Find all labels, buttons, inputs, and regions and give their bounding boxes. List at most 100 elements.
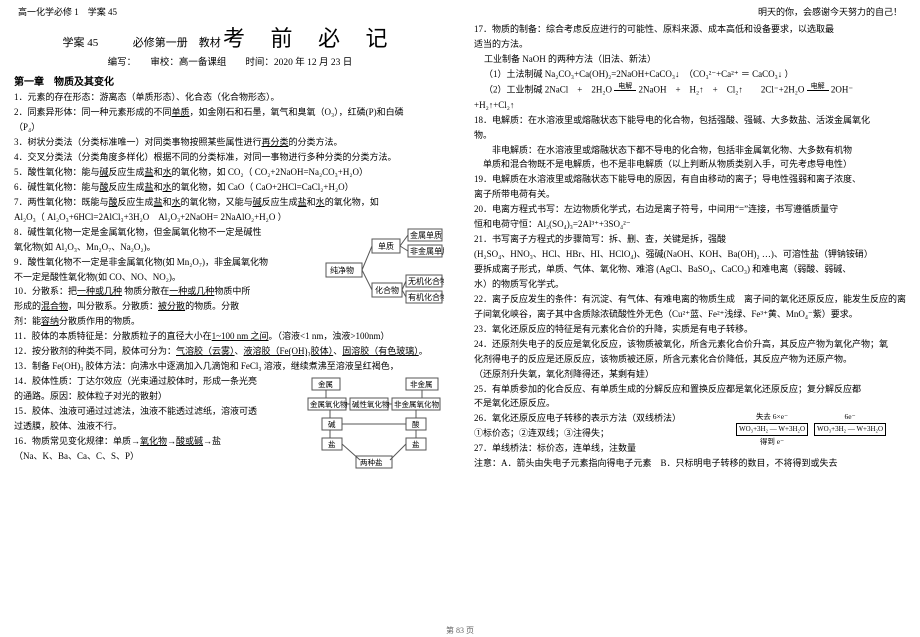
header-right: 明天的你，会感谢今天努力的自己！ — [758, 6, 902, 20]
r20b: 恒和电荷守恒：Al₂(SO₄)₃=2Al³⁺+3SO₄²⁻ — [474, 218, 906, 232]
r21d: 水）的物质写化学式。 — [474, 278, 906, 292]
item-2: 2．同素异形体：同一种元素形成的不同单质，如金刚石和石墨，氧气和臭氧（O₃），红… — [14, 106, 446, 120]
t: 7．两性氧化物：既能与 — [14, 197, 109, 207]
u: 盐 — [145, 167, 154, 177]
r17b: 适当的方法。 — [474, 38, 906, 52]
r18c: 非电解质：在水溶液里或熔融状态下都不导电的化合物，包括非金属氧化物、大多数有机物 — [474, 144, 906, 158]
u: 气溶胶（云雾） — [176, 346, 235, 356]
r24c: （还原剂升失氧，氧化剂降得还，某剩有娃） — [474, 368, 906, 382]
electrolysis-arrow-1: 电解 — [614, 83, 636, 98]
u: 碱 — [253, 197, 262, 207]
page-footer: 第 83 页 — [0, 625, 920, 637]
t: 和 — [307, 197, 316, 207]
diagram-svg: 纯净物 单质 金属单质 非金属单质 化合物 无机化合物 有机化合物 — [324, 225, 444, 321]
t: 物质分散在 — [122, 286, 169, 296]
r20: 20．电离方程式书写：左边物质化学式，右边是离子符号，中间用“=”连接，书写遵循… — [474, 203, 906, 217]
t: 剂：能 — [14, 316, 41, 326]
u: 碱 — [100, 167, 109, 177]
r17e: （2）工业制碱 2NaCl + 2H₂O 电解 2NaOH + H₂↑ + Cl… — [474, 83, 906, 98]
svg-text:非金属单质: 非金属单质 — [410, 246, 444, 256]
svg-text:有机化合物: 有机化合物 — [408, 292, 444, 302]
left-column: 高一化学必修 1 学案 45 学案 45 必修第一册 教材 考 前 必 记 编写… — [0, 0, 460, 637]
svg-text:碱: 碱 — [328, 420, 336, 429]
t: → — [167, 436, 176, 446]
r24: 24．还原剂失电子的反应是氧化反应，该物质被氧化，所含元素化合价升高，其反应产物… — [474, 338, 906, 352]
diagram-double-bridge: 失去 6×e⁻ WO₃+3H₂ — W+3H₂O 得到 e⁻ 6e⁻ WO₃+3… — [736, 411, 906, 447]
svg-text:非金属: 非金属 — [410, 379, 433, 389]
t: 3．树状分类法（分类标准唯一）对同类事物按照某些属性进行 — [14, 137, 262, 147]
svg-text:金属: 金属 — [318, 379, 333, 389]
header-row-left: 高一化学必修 1 学案 45 — [14, 6, 446, 22]
electrolysis-arrow-2: 电解 — [807, 83, 829, 98]
u: 盐 — [298, 197, 307, 207]
u: 酸 — [100, 182, 109, 192]
u: 一种或几种 — [77, 286, 122, 296]
t: （2）工业制碱 2NaCl + 2H₂O — [484, 84, 614, 94]
item-7: 7．两性氧化物：既能与酸反应生成盐和水的氧化物，又能与碱反应生成盐和水的氧化物，… — [14, 196, 446, 210]
bridge-get: 得到 e⁻ — [736, 436, 808, 448]
item-5: 5．酸性氧化物：能与碱反应生成盐和水的氧化物，如 CO₂（ CO₂+2NaOH=… — [14, 166, 446, 180]
u: 被分散 — [158, 301, 185, 311]
svg-text:非金属氧化物: 非金属氧化物 — [394, 399, 439, 409]
t: 、 — [333, 346, 342, 356]
r18d: 单质和混合物既不是电解质，也不是非电解质（以上判断从物质类别入手，可先考虑导电性… — [474, 158, 906, 172]
t: 6．碱性氧化物：能与 — [14, 182, 100, 192]
header-left: 高一化学必修 1 学案 45 — [18, 6, 117, 20]
bridge-eq-2: WO₃+3H₂ — W+3H₂O — [814, 423, 886, 436]
bridge-n: 6e⁻ — [814, 411, 886, 423]
r27b: 注意：A．箭头由失电子元素指向得电子元素 B．只标明电子转移的数目，不将得到或失… — [474, 457, 906, 471]
r18: 18．电解质：在水溶液里或熔融状态下能导电的化合物，包括强酸、强碱、大多数盐、活… — [474, 114, 906, 128]
t: 分散质作用的物质。 — [59, 316, 140, 326]
diagram2-svg: 金属 非金属 金属氧化物 碱性氧化物 非金属氧化物 碱 酸 盐 盐 两种盐 — [306, 374, 444, 474]
t: 5．酸性氧化物：能与 — [14, 167, 100, 177]
t: 反应生成 — [118, 197, 154, 207]
t: 、 — [235, 346, 244, 356]
right-column: 明天的你，会感谢今天努力的自己！ 17．物质的制备：综合考虑反应进行的可能性、原… — [460, 0, 920, 637]
r21b: (H₂SO₄、HNO₃、HCl、HBr、HI、HClO₄)、强碱(NaOH、KO… — [474, 248, 906, 262]
r19: 19．电解质在水溶液里或熔融状态下能导电的原因，有自由移动的离子；导电性强弱和离… — [474, 173, 906, 187]
r21: 21．书写离子方程式的步骤简写：拆、删、查，关键是拆，强酸 — [474, 233, 906, 247]
u: 水 — [316, 197, 325, 207]
diagram-classification: 纯净物 单质 金属单质 非金属单质 化合物 无机化合物 有机化合物 — [324, 225, 446, 326]
u: 水 — [163, 167, 172, 177]
svg-text:金属氧化物: 金属氧化物 — [310, 399, 348, 409]
u: 盐 — [154, 197, 163, 207]
t: 的分类方法。 — [289, 137, 343, 147]
t: 。（溶液<1 nm，浊液>100nm） — [269, 331, 390, 341]
r17d: （1）土法制碱 Na₂CO₃+Ca(OH)₂=2NaOH+CaCO₃↓ （CO₃… — [474, 68, 906, 82]
item-4: 4．交叉分类法（分类角度多样化）根据不同的分类标准，对同一事物进行多种分类的分类… — [14, 151, 446, 165]
title-prefix: 学案 45 — [62, 37, 98, 49]
svg-text:酸: 酸 — [412, 419, 420, 429]
bridge-eq-1: WO₃+3H₂ — W+3H₂O — [736, 423, 808, 436]
t: 物质中所 — [214, 286, 250, 296]
t: 和 — [154, 182, 163, 192]
t: 的氧化物，如 CaO（ CaO+2HCl=CaCl₂+H₂O） — [172, 182, 354, 192]
u: 氧化物 — [140, 436, 167, 446]
u: 液溶胶（Fe(OH)₃胶体） — [244, 346, 334, 356]
item-11: 11．胶体的本质特征是：分散质粒子的直径大小在1~100 nm 之间。（溶液<1… — [14, 330, 446, 344]
svg-text:金属单质: 金属单质 — [410, 230, 442, 240]
t: 的物质。分散 — [185, 301, 239, 311]
t: →盐 — [203, 436, 221, 446]
r25: 25．有单质参加的化合反应、有单质生成的分解反应和置换反应都是氧化还原反应；复分… — [474, 383, 906, 397]
t: 的氧化物，又能与 — [181, 197, 253, 207]
title-block: 学案 45 必修第一册 教材 考 前 必 记 — [14, 22, 446, 56]
t: 的氧化物，如 CO₂（ CO₂+2NaOH=Na₂CO₃+H₂O） — [172, 167, 368, 177]
u: 再分类 — [262, 137, 289, 147]
bridge-2: 6e⁻ WO₃+3H₂ — W+3H₂O — [814, 411, 886, 447]
r23: 23．氧化还原反应的特征是有元素化合价的升降，实质是有电子转移。 — [474, 323, 906, 337]
title-mid: 必修第一册 教材 — [133, 37, 221, 49]
u: 盐 — [145, 182, 154, 192]
item-6: 6．碱性氧化物：能与酸反应生成盐和水的氧化物，如 CaO（ CaO+2HCl=C… — [14, 181, 446, 195]
u: 酸或碱 — [176, 436, 203, 446]
r18b: 物。 — [474, 129, 906, 143]
item-1: 1．元素的存在形态：游离态（单质形态）、化合态（化合物形态）。 — [14, 91, 446, 105]
item-12: 12．按分散剂的种类不同，胶体可分为：气溶胶（云雾）、液溶胶（Fe(OH)₃胶体… — [14, 345, 446, 359]
t: 10．分散系：把 — [14, 286, 77, 296]
item-2b: （P₄） — [14, 121, 446, 135]
item-7h: Al₂O₃（ Al₂O₃+6HCl=2AlCl₃+3H₂O Al₂O₃+2NaO… — [14, 211, 446, 225]
item-13: 13．制备 Fe(OH)₃ 胶体方法：向沸水中逐滴加入几滴饱和 FeCl₃ 溶液… — [14, 360, 446, 374]
r17c: 工业制备 NaOH 的两种方法（旧法、新法） — [474, 53, 906, 67]
t: ，如金刚石和石墨，氧气和臭氧（O₃），红磷(P)和白磷 — [190, 107, 404, 117]
svg-text:盐: 盐 — [328, 439, 336, 449]
